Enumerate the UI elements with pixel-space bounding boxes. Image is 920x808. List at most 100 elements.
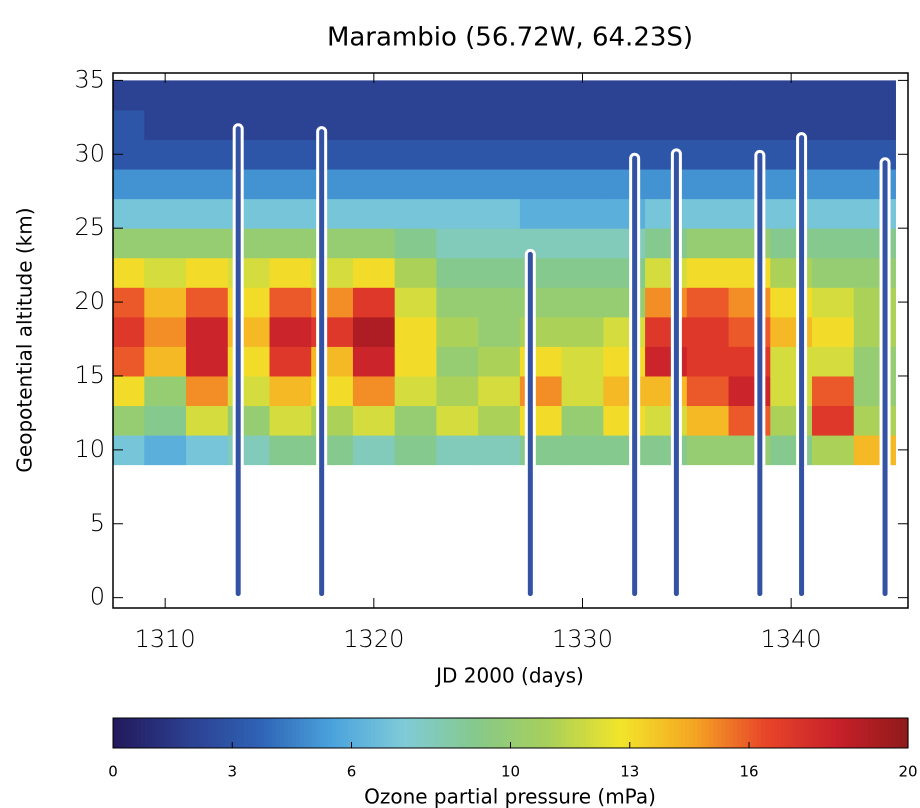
heatmap-cell: [113, 80, 145, 111]
colorbar-swatch: [180, 718, 186, 748]
colorbar-swatch: [522, 718, 527, 748]
heatmap-cell: [352, 346, 396, 377]
colorbar-swatch: [760, 718, 766, 748]
colorbar-swatch: [884, 718, 889, 748]
heatmap-cell: [436, 435, 479, 466]
colorbar-swatch: [717, 718, 722, 748]
colorbar-swatch: [482, 718, 488, 748]
colorbar-swatch: [534, 718, 539, 748]
heatmap-cell: [269, 109, 312, 141]
colorbar-swatch: [597, 718, 603, 748]
heatmap-cell: [686, 375, 730, 407]
colorbar-swatch: [725, 718, 730, 748]
colorbar-swatch: [562, 718, 567, 748]
heatmap-cell: [186, 198, 229, 229]
colorbar-swatch: [458, 718, 464, 748]
colorbar-swatch: [200, 718, 206, 748]
heatmap-cell: [436, 139, 479, 170]
colorbar-swatch: [490, 718, 496, 748]
heatmap-cell: [561, 228, 604, 259]
heatmap-cell: [186, 228, 229, 259]
heatmap-cell: [144, 228, 187, 259]
heatmap-cell: [561, 139, 604, 170]
colorbar-swatch: [752, 718, 758, 748]
colorbar-swatch: [780, 718, 786, 748]
colorbar-swatch: [419, 718, 424, 748]
colorbar-swatch: [510, 718, 516, 748]
heatmap-cell: [144, 139, 187, 170]
sounding: [670, 148, 682, 600]
heatmap-cell: [352, 228, 396, 259]
heatmap-cell: [603, 109, 646, 141]
colorbar-swatch: [355, 718, 361, 748]
heatmap-cell: [645, 109, 688, 141]
colorbar-swatch: [363, 718, 368, 748]
colorbar-swatch: [172, 718, 178, 748]
colorbar-swatch: [351, 718, 357, 748]
colorbar-swatch: [327, 718, 333, 748]
colorbar-swatch: [347, 718, 353, 748]
colorbar-swatch: [669, 718, 675, 748]
colorbar-swatch: [756, 718, 762, 748]
heatmap-cell: [144, 316, 187, 347]
heatmap-cell: [394, 228, 437, 259]
colorbar-tick-label: 20: [898, 763, 917, 781]
colorbar-tick-label: 13: [620, 763, 639, 781]
colorbar-swatch: [423, 718, 428, 748]
heatmap-cell: [812, 257, 855, 288]
colorbar-swatch: [462, 718, 468, 748]
heatmap-cell: [269, 287, 312, 318]
heatmap-cell: [394, 139, 437, 170]
colorbar-swatch: [617, 718, 623, 748]
colorbar-swatch: [275, 718, 281, 748]
heatmap-cell: [269, 375, 312, 407]
colorbar-swatch: [375, 718, 380, 748]
colorbar-swatch: [701, 718, 706, 748]
heatmap-cell: [519, 198, 563, 229]
colorbar-swatch: [434, 718, 440, 748]
colorbar-swatch: [140, 718, 146, 748]
colorbar-swatch: [633, 718, 639, 748]
colorbar-swatch: [335, 718, 341, 748]
x-tick-label: 1340: [761, 625, 822, 653]
heatmap-cell: [561, 169, 604, 200]
heatmap-cell: [113, 375, 145, 407]
colorbar-swatch: [729, 718, 734, 748]
colorbar-swatch: [466, 718, 472, 748]
heatmap-cell: [269, 316, 312, 347]
heatmap-cell: [186, 316, 229, 347]
colorbar-swatch: [403, 718, 408, 748]
colorbar-swatch: [904, 718, 909, 748]
heatmap-cell: [561, 198, 604, 229]
heatmap-cell: [269, 169, 312, 200]
heatmap-cell: [269, 405, 312, 436]
heatmap-cell: [561, 287, 604, 318]
colorbar-swatch: [554, 718, 559, 748]
colorbar-swatch: [279, 718, 285, 748]
heatmap-cell: [436, 405, 479, 436]
colorbar-swatch: [578, 718, 583, 748]
colorbar-swatch: [319, 718, 325, 748]
y-tick-label: 0: [90, 583, 105, 611]
heatmap-cell: [812, 80, 855, 111]
colorbar-swatch: [530, 718, 535, 748]
heatmap-cell: [394, 109, 437, 141]
colorbar-swatch: [228, 718, 233, 748]
heatmap-cell: [186, 435, 229, 466]
colorbar-swatch: [502, 718, 508, 748]
heatmap-cell: [436, 169, 479, 200]
colorbar-swatch: [593, 718, 599, 748]
colorbar-swatch: [506, 718, 512, 748]
colorbar-swatch: [450, 718, 456, 748]
heatmap-cell: [686, 257, 730, 288]
colorbar-swatch: [542, 718, 547, 748]
heatmap-cell: [436, 287, 479, 318]
heatmap-cell: [186, 287, 229, 318]
colorbar-swatch: [212, 718, 217, 748]
y-tick-label: 35: [74, 65, 105, 93]
colorbar-swatch: [864, 718, 869, 748]
colorbar-swatch: [733, 718, 738, 748]
heatmap-cell: [853, 109, 896, 141]
heatmap-cell: [686, 346, 730, 377]
heatmap-cell: [812, 316, 855, 347]
